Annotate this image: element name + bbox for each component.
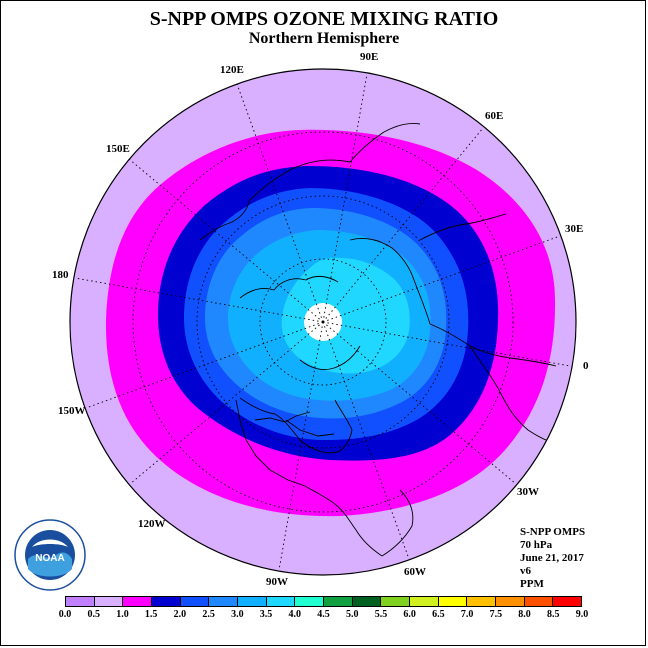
colorbar-cell bbox=[352, 597, 382, 606]
colorbar-cell bbox=[180, 597, 210, 606]
colorbar-tick-label: 0.0 bbox=[58, 609, 72, 620]
info-date: June 21, 2017 bbox=[520, 552, 584, 564]
colorbar-tick-label: 2.0 bbox=[173, 609, 187, 620]
colorbar-tick-label: 3.0 bbox=[231, 609, 244, 620]
lon-label-120e: 120E bbox=[220, 64, 244, 76]
colorbar-tick-label: 6.0 bbox=[403, 609, 416, 620]
colorbar-tick-label: 1.5 bbox=[144, 609, 158, 620]
colorbar-cell bbox=[553, 597, 582, 606]
info-units: PPM bbox=[520, 578, 544, 590]
noaa-logo-text: NOAA bbox=[35, 553, 64, 564]
noaa-logo: NOAA bbox=[14, 519, 86, 591]
colorbar bbox=[65, 596, 582, 607]
colorbar-cell bbox=[123, 597, 153, 606]
colorbar-cell bbox=[66, 597, 95, 606]
info-version: v6 bbox=[520, 565, 531, 577]
colorbar-tick-label: 7.0 bbox=[460, 609, 474, 620]
colorbar-tick-label: 8.0 bbox=[518, 609, 531, 620]
colorbar-cell bbox=[152, 597, 181, 606]
lon-label-120w: 120W bbox=[138, 518, 166, 530]
band-3.5-4.0 bbox=[281, 257, 410, 374]
map-boundary bbox=[69, 68, 577, 576]
colorbar-tick-label: 7.5 bbox=[489, 609, 503, 620]
map-subtitle: Northern Hemisphere bbox=[248, 30, 400, 47]
lon-label-60e: 60E bbox=[485, 110, 504, 122]
ozone-field bbox=[70, 69, 576, 575]
colorbar-tick-label: 6.5 bbox=[432, 609, 445, 620]
lon-label-90e: 90E bbox=[360, 51, 379, 63]
colorbar-cell bbox=[467, 597, 497, 606]
colorbar-tick-label: 3.5 bbox=[259, 609, 273, 620]
lon-label-180: 180 bbox=[52, 269, 69, 281]
info-pressure: 70 hPa bbox=[520, 539, 553, 551]
colorbar-tick-label: 9.0 bbox=[575, 609, 589, 620]
colorbar-cell bbox=[410, 597, 439, 606]
colorbar-cell bbox=[324, 597, 353, 606]
graticule bbox=[74, 73, 571, 571]
lon-label-90w: 90W bbox=[266, 576, 288, 588]
colorbar-tick-label: 1.0 bbox=[116, 609, 129, 620]
colorbar-cell bbox=[266, 597, 296, 606]
info-instrument: S-NPP OMPS bbox=[520, 526, 586, 538]
colorbar-tick-label: 4.5 bbox=[317, 609, 330, 620]
lon-label-0: 0 bbox=[583, 360, 589, 372]
colorbar-cell bbox=[238, 597, 267, 606]
lon-label-150w: 150W bbox=[58, 405, 86, 417]
colorbar-cell bbox=[209, 597, 239, 606]
colorbar-cell bbox=[496, 597, 525, 606]
colorbar-tick-label: 8.5 bbox=[547, 609, 560, 620]
colorbar-cell bbox=[94, 597, 124, 606]
coastlines bbox=[199, 123, 567, 557]
colorbar-cell bbox=[295, 597, 325, 606]
colorbar-cell bbox=[381, 597, 411, 606]
colorbar-tick-label: 2.5 bbox=[202, 609, 215, 620]
map-title: S-NPP OMPS OZONE MIXING RATIO bbox=[149, 8, 499, 30]
colorbar-cell bbox=[438, 597, 468, 606]
lon-label-60w: 60W bbox=[404, 566, 426, 578]
info-block: S-NPP OMPS 70 hPa June 21, 2017 v6 PPM bbox=[520, 526, 585, 591]
colorbar-tick-label: 5.5 bbox=[374, 609, 388, 620]
colorbar-cell bbox=[524, 597, 554, 606]
lon-label-150e: 150E bbox=[106, 143, 130, 155]
lon-label-30w: 30W bbox=[517, 486, 539, 498]
colorbar-tick-label: 4.0 bbox=[288, 609, 302, 620]
lon-label-30e: 30E bbox=[565, 223, 584, 235]
colorbar-tick-label: 0.5 bbox=[87, 609, 100, 620]
colorbar-tick-label: 5.0 bbox=[345, 609, 359, 620]
